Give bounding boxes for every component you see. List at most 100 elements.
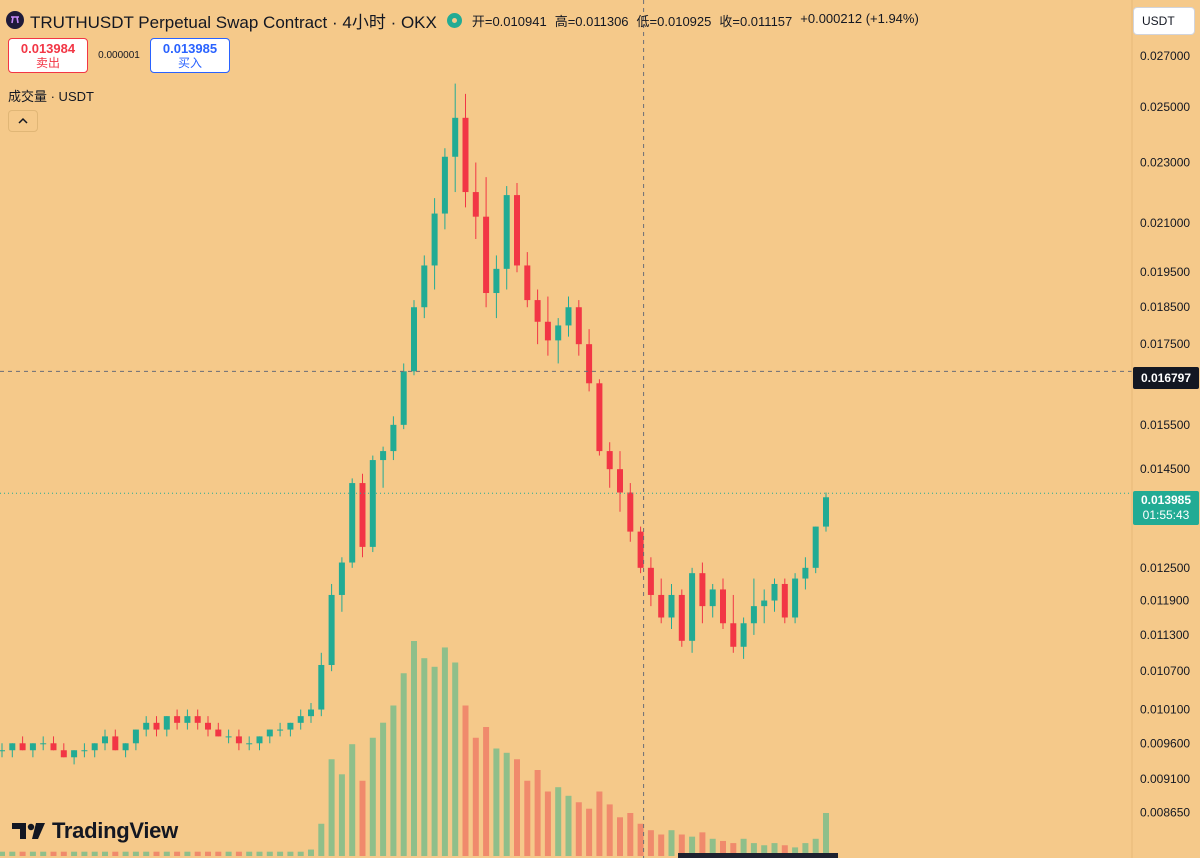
candle-body: [812, 526, 819, 568]
volume-bar: [431, 666, 438, 856]
high-value: 高=0.011306: [554, 13, 629, 29]
candle-body: [9, 743, 16, 751]
volume-bar: [565, 795, 572, 856]
candle-body: [637, 531, 644, 568]
volume-bar: [658, 834, 665, 856]
volume-bar: [534, 770, 541, 856]
volume-bar: [369, 737, 376, 856]
candle-body: [19, 743, 26, 751]
price-tick-label: 0.021000: [1140, 216, 1190, 230]
candle-body: [287, 722, 294, 730]
candle-body: [709, 589, 716, 607]
volume-bar: [514, 759, 520, 856]
candle-body: [658, 594, 665, 618]
candle-body: [792, 578, 799, 618]
candle-body: [678, 594, 685, 641]
candle-body: [761, 600, 768, 607]
volume-bar: [668, 830, 675, 856]
market-status-icon[interactable]: [446, 12, 462, 28]
candle-body: [369, 460, 376, 547]
candle-body: [174, 716, 181, 723]
volume-bar: [761, 845, 768, 856]
candle-body: [29, 743, 36, 751]
volume-bar: [647, 830, 654, 856]
last-price-value: 0.013985: [1140, 493, 1192, 507]
candle-body: [421, 265, 428, 308]
volume-bar: [266, 851, 273, 856]
volume-bar: [555, 787, 562, 856]
candle-body: [349, 483, 356, 563]
price-tick-label: 0.011300: [1140, 628, 1189, 642]
collapse-legend-button[interactable]: [8, 110, 38, 132]
crosshair-price-tag: 0.016797: [1133, 367, 1199, 389]
low-value: 低=0.010925: [636, 13, 712, 29]
volume-bar: [256, 851, 263, 856]
price-tick-label: 0.023000: [1140, 156, 1190, 170]
candle-body: [750, 606, 757, 624]
volume-bar: [472, 737, 479, 856]
volume-bar: [524, 780, 531, 856]
candle-body: [431, 213, 438, 266]
volume-bar: [380, 722, 387, 856]
volume-bar: [0, 851, 5, 856]
sell-label: 卖出: [35, 55, 60, 70]
volume-bar: [802, 843, 809, 856]
volume-bar: [297, 851, 304, 856]
candle-body: [544, 321, 551, 341]
candle-body: [689, 573, 696, 641]
volume-bar: [60, 851, 67, 856]
volume-bar: [40, 851, 47, 856]
price-tick-label: 0.015500: [1140, 418, 1190, 432]
volume-bar: [617, 817, 623, 856]
volume-bar: [637, 823, 644, 856]
candle-body: [215, 729, 222, 737]
volume-bar: [699, 832, 706, 856]
candle-body: [91, 743, 98, 751]
price-tick-label: 0.009600: [1140, 736, 1190, 750]
candle-body: [225, 736, 232, 738]
price-tick-label: 0.010700: [1140, 664, 1190, 678]
volume-bar: [143, 851, 150, 856]
volume-bar: [411, 641, 417, 856]
price-axis[interactable]: 0.027000 0.025000 0.023000 0.021000 0.019500…: [1131, 0, 1200, 858]
volume-bar: [328, 759, 335, 856]
price-tick-label: 0.011900: [1140, 594, 1189, 608]
candle-body: [194, 716, 201, 723]
close-value: 收=0.011157: [719, 13, 793, 29]
volume-bar: [50, 851, 57, 856]
candle-body: [514, 195, 520, 266]
volume-bar: [627, 813, 634, 856]
volume-bar: [750, 843, 757, 856]
volume-bar: [792, 847, 799, 856]
volume-bar: [740, 838, 747, 856]
sell-button[interactable]: 0.013984 卖出: [8, 38, 88, 73]
tradingview-logo-icon: [12, 823, 45, 839]
buy-button[interactable]: 0.013985 买入: [150, 38, 230, 73]
volume-bar: [823, 813, 829, 856]
tradingview-logo[interactable]: TradingView: [12, 818, 178, 844]
candle-body: [102, 736, 108, 744]
candle-body: [668, 594, 675, 618]
volume-bars: [0, 641, 829, 856]
truth-logo-icon[interactable]: [6, 11, 24, 29]
crosshair: [0, 0, 1132, 858]
volume-bar: [112, 851, 119, 856]
volume-bar: [709, 838, 716, 856]
volume-bar: [81, 851, 88, 856]
currency-select[interactable]: USDT: [1133, 7, 1195, 35]
candle-body: [266, 729, 273, 737]
candle-body: [50, 743, 57, 751]
candle-body: [781, 583, 788, 618]
candle-body: [575, 307, 582, 345]
volume-indicator-label[interactable]: 成交量 · USDT: [8, 89, 94, 104]
symbol-title[interactable]: TRUTHUSDT Perpetual Swap Contract · 4小时 …: [30, 12, 437, 32]
volume-bar: [194, 851, 201, 856]
candle-body: [277, 729, 284, 731]
volume-bar: [586, 808, 593, 856]
volume-bar: [781, 845, 788, 856]
buy-label: 买入: [177, 55, 202, 70]
candle-body: [40, 743, 47, 745]
candle-body: [184, 716, 191, 723]
volume-bar: [122, 851, 129, 856]
